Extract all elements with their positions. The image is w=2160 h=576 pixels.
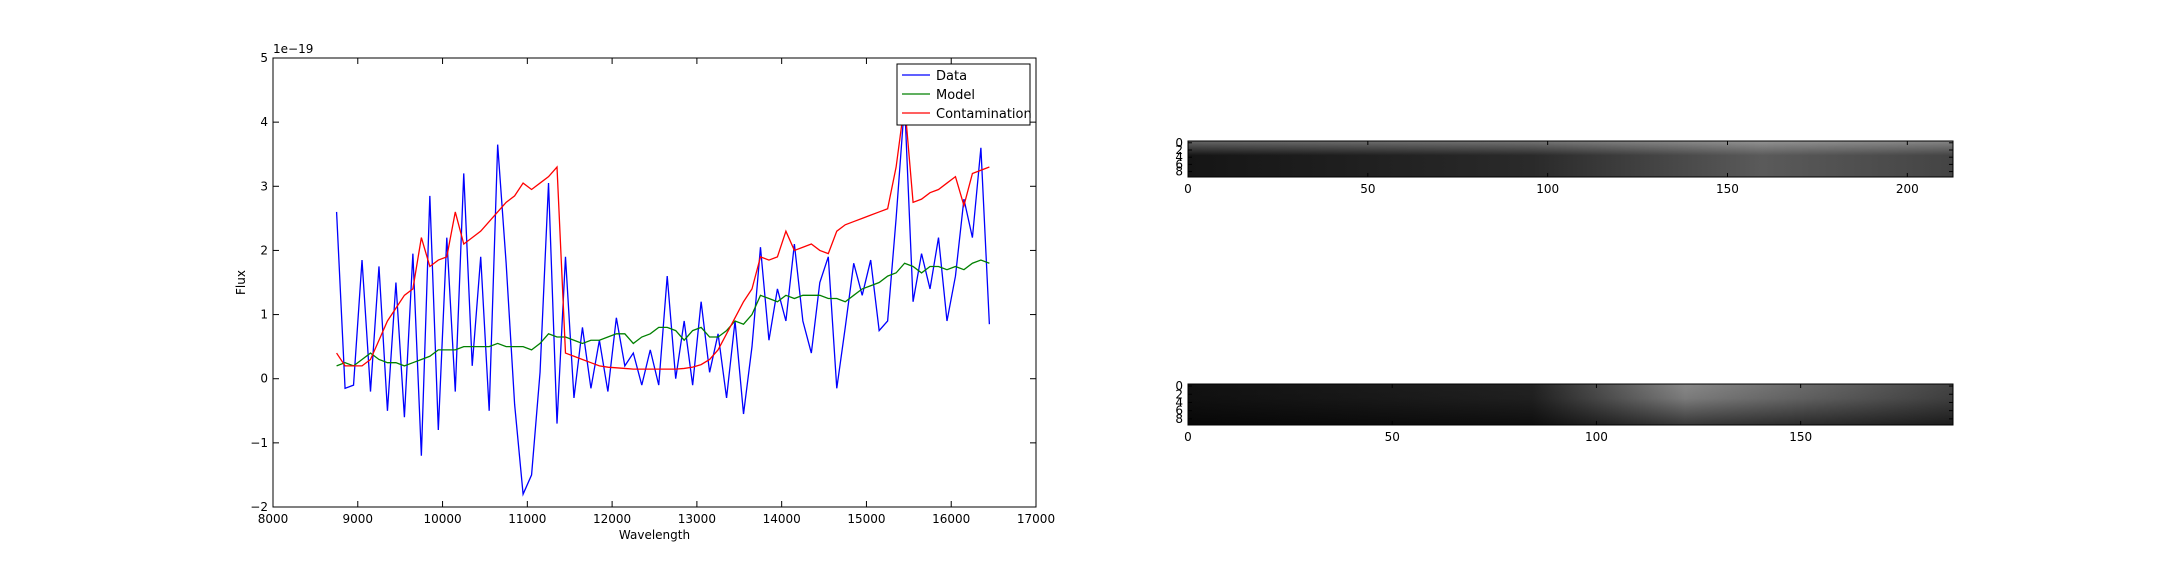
y-tick-label: 6 [1175, 404, 1183, 418]
series-line [336, 259, 990, 367]
y-tick-label: −2 [250, 500, 268, 514]
legend-label: Model [936, 88, 975, 103]
image-frame [1187, 140, 1954, 178]
x-tick-label: 14000 [763, 512, 801, 526]
legend-label: Data [936, 69, 967, 84]
image-shade [1188, 141, 1953, 177]
x-tick-label: 150 [1789, 430, 1812, 444]
y-tick-label: 5 [260, 51, 268, 65]
legend-label: Contamination [936, 107, 1032, 122]
series-line [335, 102, 991, 497]
x-tick-label: 0 [1184, 182, 1192, 196]
x-tick-label: 16000 [932, 512, 970, 526]
y-tick-label: −1 [250, 436, 268, 450]
y-tick-label: 4 [1175, 150, 1183, 164]
offset-text: 1e−19 [273, 42, 313, 56]
x-tick-label: 13000 [678, 512, 716, 526]
y-axis-label: Flux [234, 270, 248, 295]
y-tick-label: 2 [1175, 143, 1183, 157]
x-tick-label: 12000 [593, 512, 631, 526]
x-axis-label: Wavelength [619, 528, 690, 542]
y-tick-label: 0 [1175, 136, 1183, 150]
x-tick-label: 8000 [258, 512, 289, 526]
y-tick-label: 4 [260, 115, 268, 129]
x-tick-label: 11000 [508, 512, 546, 526]
x-tick-label: 150 [1716, 182, 1739, 196]
x-tick-label: 50 [1360, 182, 1375, 196]
x-tick-label: 50 [1385, 430, 1400, 444]
series-line [336, 102, 990, 370]
y-tick-label: 1 [260, 308, 268, 322]
y-tick-label: 2 [260, 243, 268, 257]
x-tick-label: 17000 [1017, 512, 1055, 526]
image-shade [1188, 384, 1953, 425]
plot-frame [272, 57, 1037, 508]
y-tick-label: 8 [1175, 165, 1183, 179]
x-tick-label: 10000 [423, 512, 461, 526]
y-tick-label: 3 [260, 179, 268, 193]
x-tick-label: 200 [1896, 182, 1919, 196]
y-tick-label: 8 [1175, 412, 1183, 426]
x-tick-label: 9000 [343, 512, 374, 526]
y-tick-label: 0 [260, 372, 268, 386]
x-tick-label: 100 [1585, 430, 1608, 444]
y-tick-label: 0 [1175, 379, 1183, 393]
x-tick-label: 15000 [847, 512, 885, 526]
x-tick-label: 0 [1184, 430, 1192, 444]
y-tick-label: 2 [1175, 387, 1183, 401]
x-tick-label: 100 [1536, 182, 1559, 196]
y-tick-label: 6 [1175, 157, 1183, 171]
y-tick-label: 4 [1175, 395, 1183, 409]
image-frame [1187, 383, 1954, 426]
